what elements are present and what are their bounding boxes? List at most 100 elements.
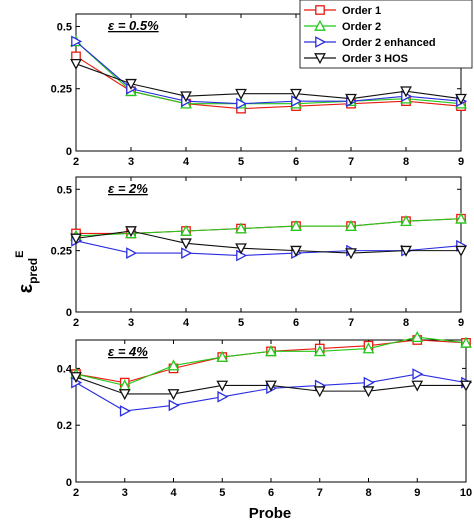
x-tick-label: 4 [183,317,190,329]
data-point [345,219,357,231]
panel-3: 2 3 4 5 6 7 8 9 10 0 0.2 0.4 ε = 4% [57,330,473,499]
plot-frame [75,339,467,483]
data-point [119,405,131,417]
x-tick-label: 2 [73,156,79,168]
series-line [75,230,461,254]
data-point [290,219,302,231]
data-point [455,93,467,105]
data-point [345,93,357,105]
data-point [70,233,82,245]
panel-label: ε = 4% [108,344,148,359]
panels: 2 3 4 5 6 7 8 900.250.5 ε = 0.5%2 3 4 5 6 7 8 900.250.5… [51,13,473,499]
y-tick-label: 0 [66,477,72,489]
data-point [181,247,193,259]
legend-swatch-marker [314,19,326,31]
x-tick-label: 5 [219,487,225,499]
data-point [71,35,83,48]
y-tick-label: 0.25 [51,84,72,96]
legend-label: Order 3 HOS [342,53,408,65]
data-point [265,380,277,392]
y-axis-title: εpredE [14,251,40,294]
x-tick-label: 8 [403,156,409,168]
data-point [313,345,326,357]
y-tick-label: 0 [66,307,72,319]
data-point [217,390,229,403]
x-tick-label: 3 [128,156,134,168]
data-point [460,380,472,392]
legend-item: Order 3 HOS [304,53,408,65]
x-tick-label: 6 [293,156,299,168]
data-point [411,330,424,343]
svg-text:εpredE: εpredE [14,251,40,294]
data-point [411,380,424,392]
data-point [235,88,247,100]
x-tick-label: 6 [293,317,299,329]
legend-item: Order 1 [304,5,381,17]
y-tick-label: 0.2 [57,420,72,432]
x-tick-label: 8 [365,487,371,499]
data-point [125,226,137,238]
series-line [75,40,462,105]
data-point [70,58,82,70]
series-order-3-hos [70,226,467,260]
plot-frame [75,176,462,313]
x-tick-label: 7 [317,487,323,499]
y-axis-title-sub: pred [26,258,40,284]
x-tick-label: 9 [414,487,420,499]
data-point [400,86,412,98]
data-point [70,372,82,384]
series-order-3-hos [70,58,467,105]
series-line [75,40,462,105]
data-point [125,78,137,90]
y-tick-label: 0.25 [51,246,72,258]
data-point [216,380,229,392]
x-tick-label: 4 [170,487,177,499]
data-point [265,345,277,357]
y-axis-title-main: ε [15,283,37,293]
data-point [455,212,467,224]
legend-swatch-marker [314,53,326,65]
legend-item: Order 2 [304,19,381,33]
x-tick-label: 5 [238,317,244,329]
x-tick-label: 5 [238,156,244,168]
data-point [118,389,131,401]
data-point [313,386,326,398]
data-point [400,215,412,227]
series-order-3-hos [70,372,472,401]
legend-label: Order 2 [342,21,381,33]
panel-2: 2 3 4 5 6 7 8 9 0 0.25 0.5 ε = 2% [51,176,468,329]
data-point [167,359,180,371]
data-point [167,389,180,401]
data-point [362,386,375,398]
legend-swatch-marker [315,5,325,15]
data-point [126,247,138,259]
y-axis-title-sup: E [14,251,26,258]
x-tick-label: 7 [348,156,354,168]
legend-item: Order 2 enhanced [304,36,436,49]
x-tick-label: 2 [73,487,79,499]
x-tick-label: 8 [403,317,409,329]
legend: Order 1 Order 2 Order 2 enhanced Order 3 HO… [299,0,473,69]
y-tick-label: 0.4 [57,363,73,375]
x-tick-label: 10 [460,487,472,499]
x-tick-label: 3 [128,317,134,329]
legend-label: Order 2 enhanced [342,37,436,49]
x-axis-title: Probe [249,505,292,520]
y-tick-label: 0 [66,146,72,158]
x-tick-label: 4 [183,156,190,168]
x-tick-label: 9 [458,156,464,168]
data-point [363,376,375,389]
data-point [455,245,467,257]
data-point [180,224,192,236]
panel-label: ε = 0.5% [108,18,159,33]
data-point [168,399,180,412]
legend-swatch-marker [315,36,327,48]
data-point [180,91,192,103]
legend-label: Order 1 [342,5,381,17]
data-point [290,245,302,257]
data-point [180,238,192,250]
data-point [235,222,247,234]
data-point [400,245,412,257]
data-point [362,342,375,354]
data-point [216,350,229,362]
